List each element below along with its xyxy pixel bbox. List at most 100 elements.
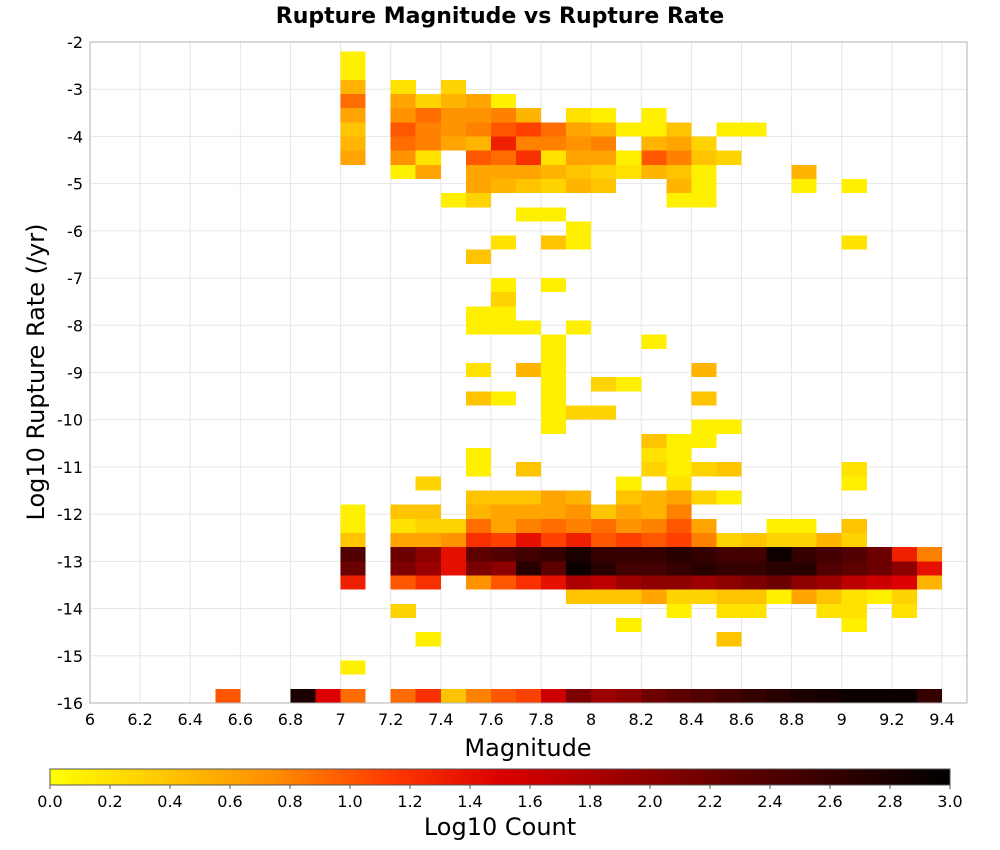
heatmap-cell	[465, 164, 491, 179]
y-tick-label: -14	[57, 600, 83, 619]
colorbar-tick-label: 0.2	[97, 792, 122, 811]
heatmap-cell	[515, 547, 542, 562]
heatmap-cell	[716, 150, 742, 165]
heatmap-cell	[641, 688, 667, 703]
heatmap-cell	[390, 688, 416, 703]
heatmap-cell	[716, 533, 742, 548]
heatmap-cell	[566, 688, 592, 703]
heatmap-cell	[741, 547, 767, 562]
y-tick-label: -8	[67, 316, 83, 335]
colorbar-tick-label: 1.2	[397, 792, 422, 811]
heatmap-cell	[415, 632, 441, 647]
heatmap-cell	[666, 476, 692, 491]
heatmap-cell	[866, 575, 892, 590]
heatmap-cell	[891, 603, 917, 619]
heatmap-cell	[791, 589, 817, 604]
heatmap-cell	[515, 533, 542, 548]
heatmap-cell	[791, 518, 817, 534]
colorbar-tick-label: 2.8	[877, 792, 902, 811]
heatmap-cell	[866, 547, 892, 562]
heatmap-cell	[415, 561, 441, 576]
heatmap-cell	[340, 504, 366, 519]
heatmap-cell	[666, 533, 692, 548]
heatmap-cell	[541, 122, 567, 137]
heatmap-cell	[390, 603, 416, 619]
heatmap-cell	[465, 363, 491, 378]
heatmap-cell	[515, 575, 542, 590]
heatmap-cell	[390, 533, 416, 548]
heatmap-cell	[691, 136, 717, 151]
heatmap-cell	[415, 547, 441, 562]
x-tick-label: 8.2	[629, 710, 654, 729]
heatmap-cell	[616, 518, 642, 534]
colorbar-tick-label: 1.8	[577, 792, 602, 811]
heatmap-cell	[666, 433, 692, 449]
heatmap-cell	[390, 561, 416, 576]
heatmap-cell	[691, 547, 717, 562]
y-tick-label: -12	[57, 505, 83, 524]
heatmap-cell	[215, 688, 241, 703]
heatmap-cell	[716, 589, 742, 604]
heatmap-cell	[541, 688, 567, 703]
heatmap-cell	[390, 79, 416, 94]
heatmap-cell	[666, 688, 692, 703]
heatmap-cell	[515, 108, 542, 123]
heatmap-cell	[541, 575, 567, 590]
heatmap-cell	[641, 504, 667, 519]
x-tick-label: 9.4	[929, 710, 954, 729]
colorbar-tick-label: 2.6	[817, 792, 842, 811]
heatmap-cell	[691, 178, 717, 194]
heatmap-cell	[440, 193, 466, 208]
colorbar-tick-label: 0.8	[277, 792, 302, 811]
heatmap-cell	[691, 561, 717, 576]
heatmap-cell	[440, 136, 466, 151]
heatmap-cell	[515, 178, 542, 194]
heatmap-cell	[541, 278, 567, 293]
heatmap-cell	[816, 561, 842, 576]
heatmap-cell	[741, 603, 767, 619]
heatmap-cell	[515, 207, 542, 222]
heatmap-cell	[816, 603, 842, 619]
heatmap-cell	[490, 561, 516, 576]
heatmap-cell	[641, 108, 667, 123]
heatmap-cell	[841, 178, 867, 194]
heatmap-cell	[541, 561, 567, 576]
heatmap-cell	[641, 136, 667, 151]
heatmap-cell	[741, 688, 767, 703]
x-tick-label: 8.8	[779, 710, 804, 729]
heatmap-cell	[541, 490, 567, 505]
heatmap-cell	[616, 561, 642, 576]
heatmap-cell	[816, 533, 842, 548]
heatmap-cell	[641, 575, 667, 590]
x-axis-label: Magnitude	[464, 734, 591, 762]
heatmap-cell	[666, 164, 692, 179]
heatmap-cell	[415, 504, 441, 519]
heatmap-cell	[816, 575, 842, 590]
heatmap-cell	[841, 603, 867, 619]
heatmap-cell	[490, 122, 516, 137]
heatmap-cell	[641, 518, 667, 534]
heatmap-cell	[666, 575, 692, 590]
heatmap-cells	[215, 51, 942, 703]
heatmap-cell	[465, 108, 491, 123]
x-tick-label: 6	[85, 710, 95, 729]
heatmap-cell	[541, 235, 567, 250]
heatmap-cell	[591, 164, 617, 179]
heatmap-cell	[566, 547, 592, 562]
heatmap-cell	[866, 688, 892, 703]
heatmap-cell	[541, 504, 567, 519]
heatmap-cell	[465, 150, 491, 165]
heatmap-cell	[490, 688, 516, 703]
heatmap-cell	[465, 306, 491, 321]
heatmap-cell	[415, 476, 441, 491]
heatmap-cell	[541, 377, 567, 392]
heatmap-cell	[691, 391, 717, 406]
heatmap-cell	[591, 575, 617, 590]
heatmap-cell	[390, 575, 416, 590]
heatmap-cell	[691, 518, 717, 534]
heatmap-cell	[616, 377, 642, 392]
heatmap-cell	[591, 533, 617, 548]
heatmap-cell	[616, 164, 642, 179]
heatmap-cell	[566, 164, 592, 179]
heatmap-cell	[415, 533, 441, 548]
